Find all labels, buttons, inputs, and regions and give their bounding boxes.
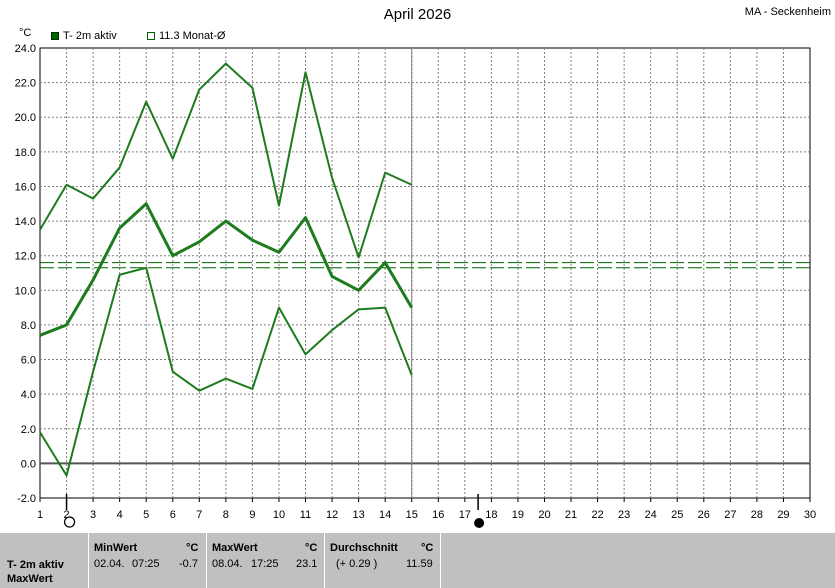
avg-value: 11.59 — [406, 558, 433, 570]
x-tick-label: 1 — [37, 509, 43, 521]
panel-divider — [88, 533, 89, 588]
legend-item-temperature: T- 2m aktiv — [51, 30, 117, 42]
series-max-line — [39, 62, 413, 259]
y-tick-label: 22.0 — [15, 78, 36, 90]
x-tick-label: 18 — [485, 509, 497, 521]
x-tick-label: 20 — [538, 509, 550, 521]
series-mean-line — [39, 202, 414, 337]
plot-area — [39, 47, 811, 499]
x-tick-label: 9 — [249, 509, 255, 521]
avg-header: Durchschnitt — [330, 542, 398, 554]
min-value: -0.7 — [179, 558, 198, 570]
panel-divider — [206, 533, 207, 588]
x-tick-label: 19 — [512, 509, 524, 521]
max-date: 08.04. — [212, 558, 243, 570]
y-tick-label: 8.0 — [21, 320, 36, 332]
panel-divider — [440, 533, 441, 588]
y-tick-label: 6.0 — [21, 355, 36, 367]
x-tick-label: 12 — [326, 509, 338, 521]
min-unit: °C — [186, 542, 199, 554]
max-time: 17:25 — [251, 558, 279, 570]
y-tick-label: 0.0 — [21, 458, 36, 470]
x-tick-label: 21 — [565, 509, 577, 521]
avg-delta: (+ 0.29 ) — [336, 558, 378, 570]
x-tick-label: 28 — [751, 509, 763, 521]
y-tick-label: 14.0 — [15, 216, 36, 228]
x-tick-label: 6 — [170, 509, 176, 521]
min-time: 07:25 — [132, 558, 160, 570]
max-value: 23.1 — [296, 558, 318, 570]
chart-title: April 2026 — [383, 6, 452, 23]
x-tick-label: 14 — [379, 509, 391, 521]
legend-label: T- 2m aktiv — [63, 30, 117, 42]
stats-row-title: T- 2m aktiv — [7, 559, 64, 571]
y-tick-label: 10.0 — [15, 285, 36, 297]
moon-phase-icon — [63, 516, 76, 528]
y-tick-label: 20.0 — [15, 112, 36, 124]
y-tick-label: 18.0 — [15, 147, 36, 159]
x-tick-label: 27 — [724, 509, 736, 521]
legend-swatch-open — [147, 32, 155, 40]
y-tick-label: 2.0 — [21, 424, 36, 436]
x-tick-label: 25 — [671, 509, 683, 521]
x-tick-label: 4 — [117, 509, 123, 521]
x-tick-label: 26 — [698, 509, 710, 521]
x-tick-label: 24 — [645, 509, 657, 521]
x-tick-label: 22 — [591, 509, 603, 521]
moon-phase-icon — [474, 518, 485, 528]
y-tick-label: 4.0 — [21, 389, 36, 401]
legend-item-monthly-average: 11.3 Monat-Ø — [147, 30, 225, 42]
station-name: MA - Seckenheim — [744, 6, 831, 18]
stats-row-subtitle: MaxWert — [7, 573, 53, 585]
max-header: MaxWert — [212, 542, 258, 554]
x-tick-label: 29 — [777, 509, 789, 521]
x-tick-label: 3 — [90, 509, 96, 521]
y-tick-label: 12.0 — [15, 251, 36, 263]
x-tick-label: 5 — [143, 509, 149, 521]
stats-panel: T- 2m aktiv MaxWert MinWert °C 02.04. 07… — [0, 533, 835, 588]
x-tick-label: 23 — [618, 509, 630, 521]
min-header: MinWert — [94, 542, 138, 554]
min-date: 02.04. — [94, 558, 125, 570]
y-tick-label: -2.0 — [17, 493, 36, 505]
panel-divider — [324, 533, 325, 588]
legend-swatch-filled — [51, 32, 59, 40]
x-tick-label: 16 — [432, 509, 444, 521]
x-tick-label: 2 — [63, 509, 69, 521]
legend-label: 11.3 Monat-Ø — [159, 30, 226, 42]
x-tick-label: 11 — [300, 509, 311, 521]
avg-unit: °C — [421, 542, 434, 554]
x-tick-label: 30 — [804, 509, 816, 521]
y-tick-label: 16.0 — [15, 181, 36, 193]
y-axis-unit: °C — [19, 27, 32, 39]
max-unit: °C — [305, 542, 318, 554]
x-tick-label: 17 — [459, 509, 471, 521]
x-tick-label: 13 — [352, 509, 364, 521]
x-tick-label: 15 — [406, 509, 418, 521]
x-tick-label: 7 — [196, 509, 202, 521]
y-tick-label: 24.0 — [15, 43, 36, 55]
x-tick-label: 8 — [223, 509, 229, 521]
temperature-chart: 1 2 3 4 5 6 7 8 9 10 11 12 13 14 15 16 17 18 19 20 21 22 23 24 2… — [15, 43, 816, 528]
series-min-line — [39, 266, 413, 477]
x-tick-label: 10 — [273, 509, 285, 521]
